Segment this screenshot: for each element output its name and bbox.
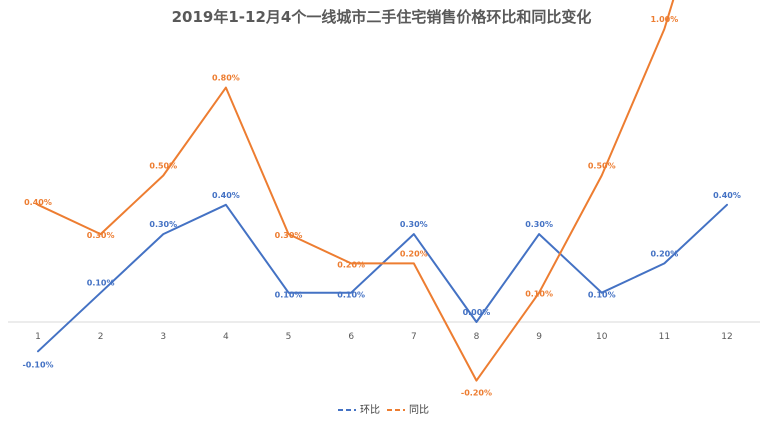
data-label: 0.20% — [650, 249, 678, 258]
data-label: 0.40% — [713, 191, 741, 200]
data-label: 0.00% — [463, 308, 491, 317]
legend-label: 同比 — [409, 404, 429, 416]
series-line-yoy — [37, 0, 675, 382]
x-tick-label: 7 — [411, 332, 417, 342]
data-label: 0.10% — [337, 291, 365, 300]
x-tick-label: 11 — [659, 332, 670, 342]
data-label: 0.10% — [87, 279, 115, 288]
data-label: -0.10% — [22, 360, 53, 369]
x-tick-label: 6 — [348, 332, 354, 342]
x-tick-label: 8 — [474, 332, 480, 342]
x-tick-label: 2 — [98, 332, 104, 342]
data-label: 0.50% — [149, 162, 177, 171]
data-label: 0.10% — [525, 290, 553, 299]
data-label: 0.30% — [149, 220, 177, 229]
data-label: 0.80% — [212, 74, 240, 83]
data-label: 0.50% — [588, 162, 616, 171]
data-label: 0.40% — [24, 198, 52, 207]
data-label: 1.00% — [650, 15, 678, 24]
data-label: 0.40% — [212, 191, 240, 200]
chart-title: 2019年1-12月4个一线城市二手住宅销售价格环比和同比变化 — [171, 8, 592, 26]
data-label: 0.10% — [588, 291, 616, 300]
data-label: 0.30% — [87, 231, 115, 240]
x-tick-label: 10 — [596, 332, 608, 342]
data-label: -0.20% — [461, 389, 492, 398]
data-label: 0.30% — [275, 231, 303, 240]
legend-label: 环比 — [360, 404, 380, 416]
x-tick-label: 3 — [160, 332, 166, 342]
x-tick-label: 12 — [721, 332, 732, 342]
x-tick-label: 1 — [35, 332, 41, 342]
data-label: 0.30% — [525, 220, 553, 229]
data-label: 0.20% — [337, 260, 365, 269]
series-line-mom — [37, 203, 728, 353]
data-label: 0.30% — [400, 220, 428, 229]
data-label: 0.20% — [400, 249, 428, 258]
x-tick-label: 9 — [536, 332, 542, 342]
data-label: 0.10% — [275, 291, 303, 300]
x-tick-label: 5 — [286, 332, 292, 342]
x-tick-label: 4 — [223, 332, 229, 342]
